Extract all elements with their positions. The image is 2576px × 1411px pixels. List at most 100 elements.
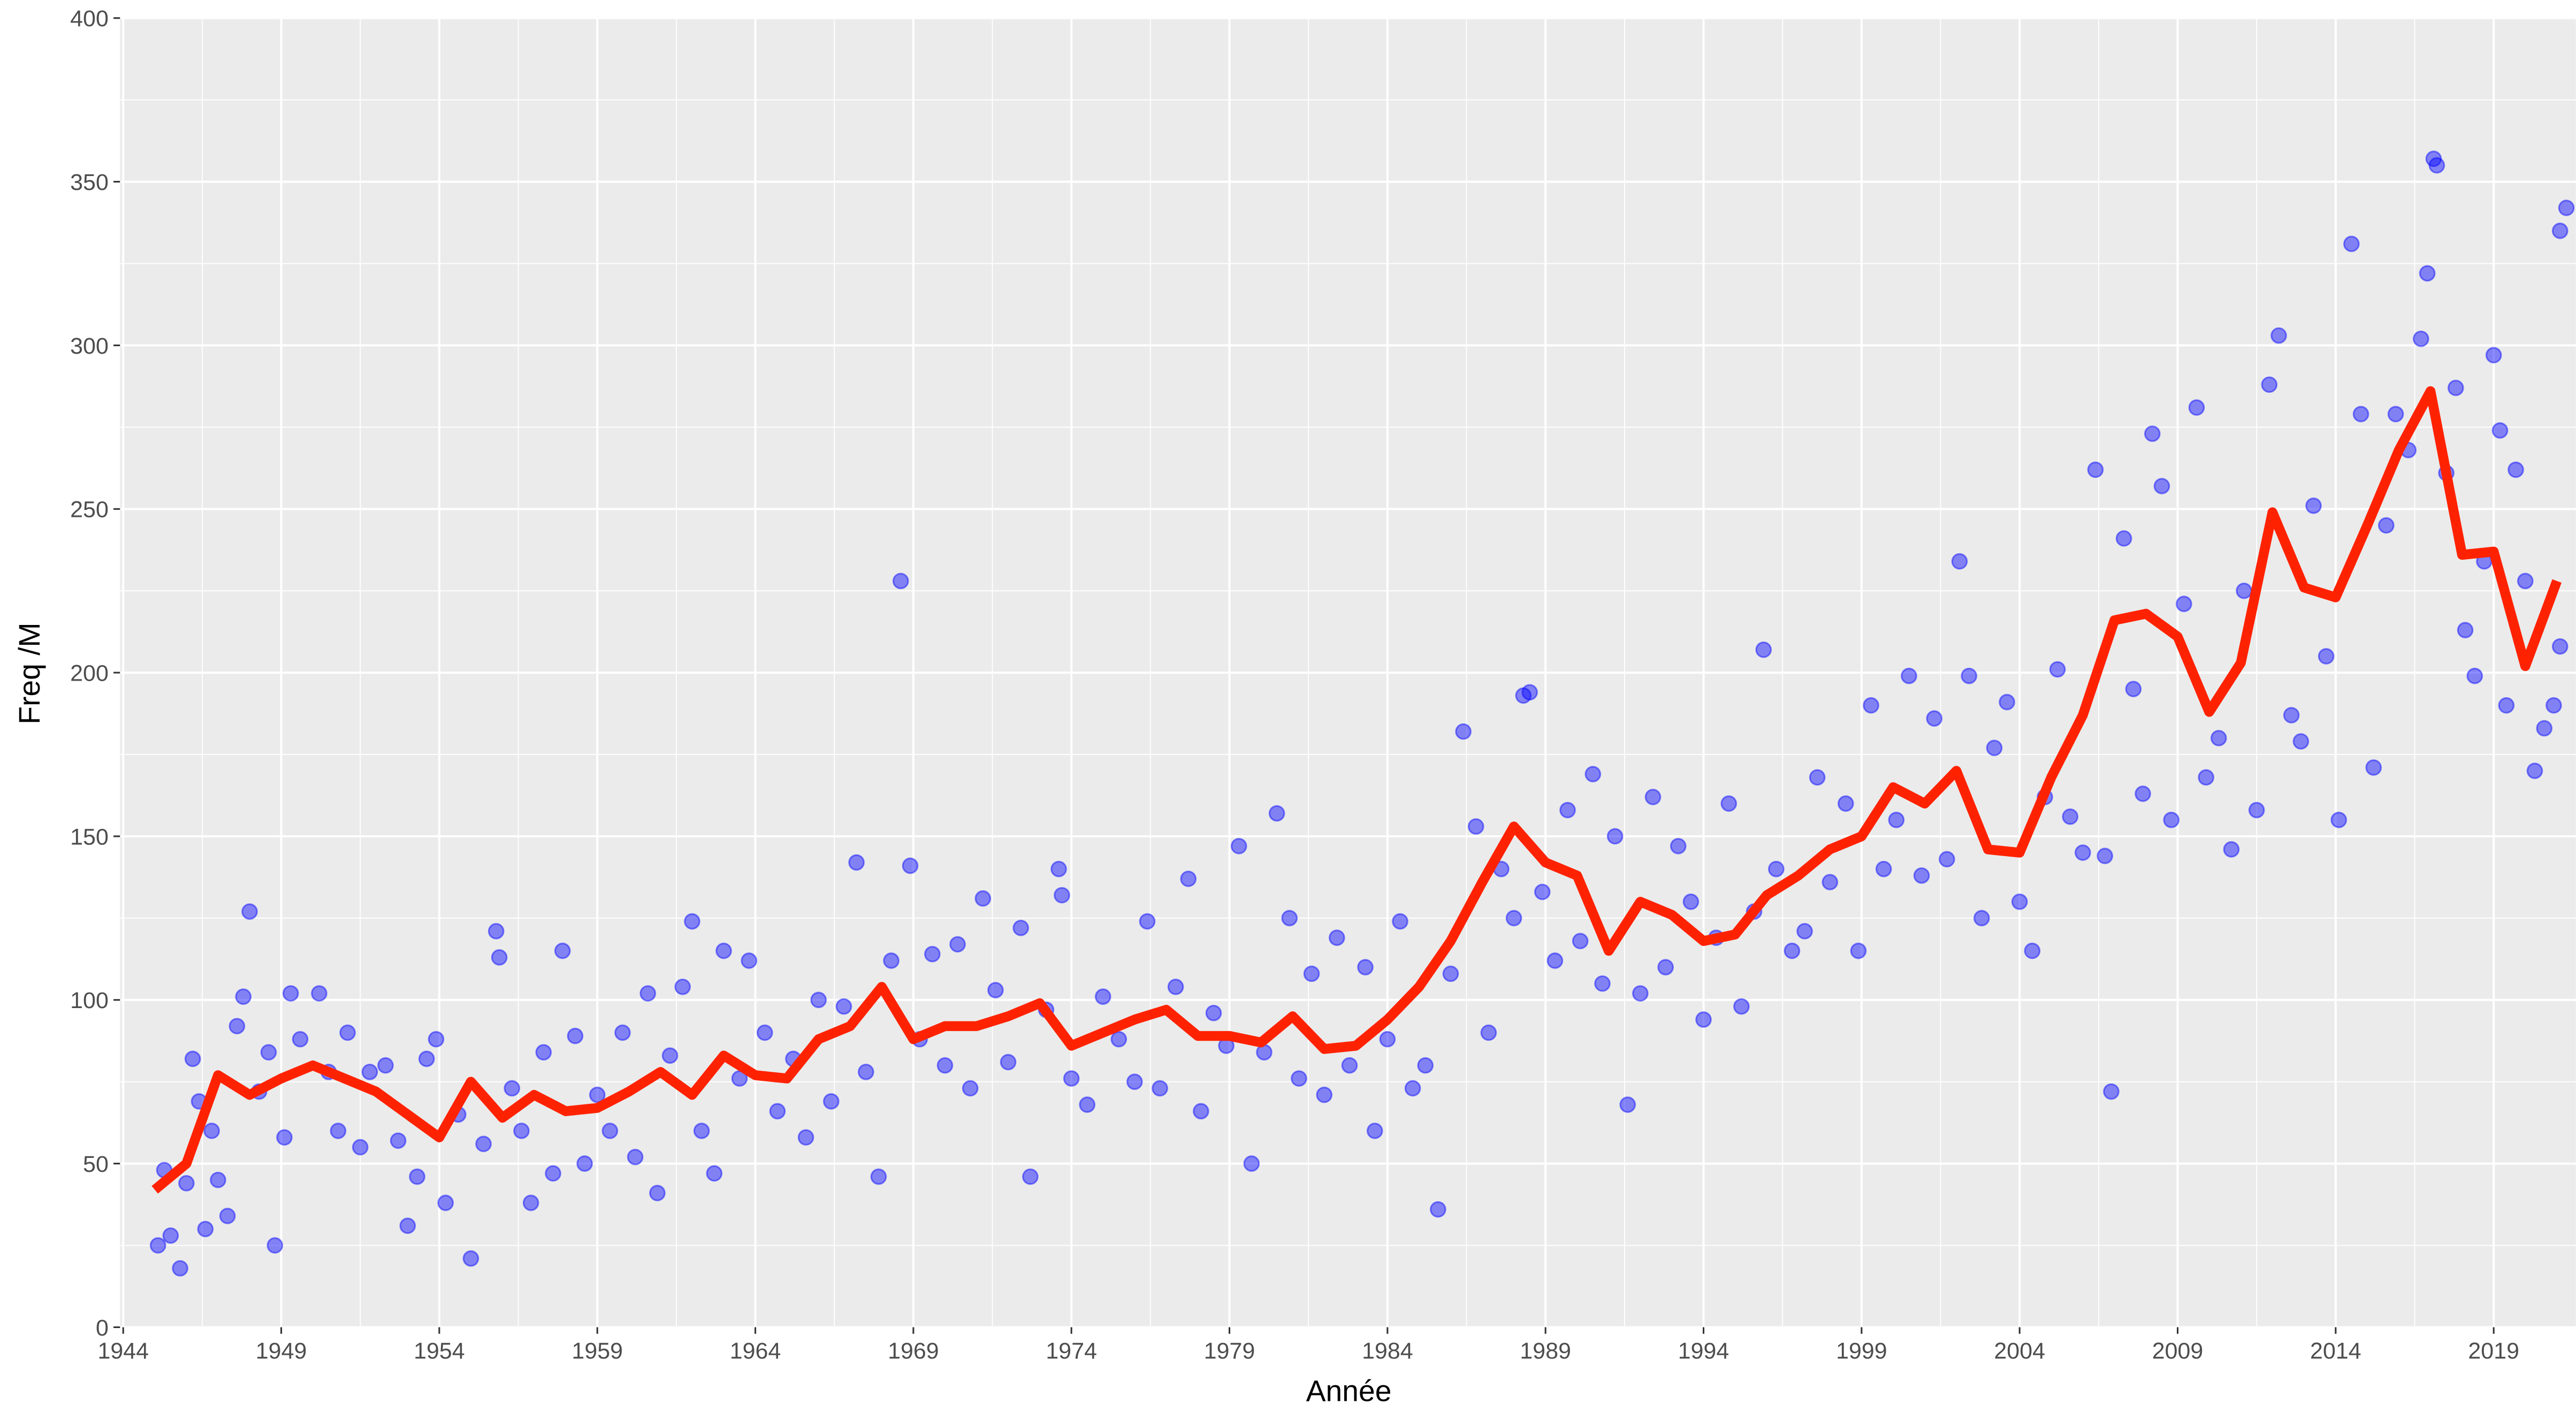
point (1126, 1073, 1143, 1090)
point (1594, 975, 1611, 992)
point (1559, 802, 1576, 819)
x-tick-label: 2019 (2468, 1338, 2519, 1364)
point (1670, 837, 1687, 855)
point (2419, 265, 2436, 282)
point (1110, 1031, 1127, 1048)
point (2270, 327, 2287, 344)
point (2144, 425, 2161, 442)
point (2261, 376, 2278, 393)
point (1139, 913, 1156, 930)
point (2236, 582, 2252, 599)
point (292, 1031, 309, 1048)
point (1205, 1004, 1222, 1021)
point (1546, 952, 1564, 969)
y-tick-label: 300 (70, 333, 109, 359)
point (1720, 795, 1737, 812)
point (649, 1185, 666, 1202)
point (352, 1139, 369, 1156)
point (1303, 965, 1320, 982)
point (857, 1063, 874, 1080)
point (1961, 667, 1978, 684)
point (1796, 922, 1813, 940)
point (2551, 638, 2569, 655)
point (741, 952, 758, 969)
point (1534, 883, 1551, 901)
point (2378, 517, 2395, 534)
point (2330, 812, 2348, 828)
point (522, 1194, 539, 1211)
x-tick-label: 2004 (1994, 1338, 2045, 1364)
x-axis-title: Année (1306, 1375, 1392, 1408)
point (330, 1123, 347, 1139)
point (1901, 667, 1917, 684)
point (1404, 1080, 1421, 1097)
point (962, 1080, 979, 1097)
point (210, 1171, 226, 1188)
point (1733, 998, 1750, 1015)
point (2087, 461, 2104, 478)
mean-line (151, 386, 2562, 1194)
point (1050, 860, 1067, 878)
point (1167, 978, 1184, 995)
point (1379, 1031, 1396, 1048)
point (260, 1044, 277, 1061)
point (266, 1237, 284, 1254)
point (487, 922, 505, 940)
point (2198, 769, 2215, 786)
point (1809, 769, 1826, 786)
point (1850, 942, 1867, 959)
point (2457, 622, 2474, 638)
point (184, 1050, 201, 1067)
point (2491, 422, 2509, 439)
point (1180, 871, 1197, 887)
point (2115, 530, 2132, 547)
point (1913, 867, 1930, 884)
x-tick-label: 1969 (888, 1338, 939, 1364)
point (2526, 762, 2543, 779)
point (1357, 959, 1374, 975)
point (1094, 988, 1111, 1005)
point (462, 1250, 479, 1267)
point (149, 1237, 166, 1254)
x-tick-label: 1989 (1520, 1338, 1571, 1364)
point (974, 890, 992, 907)
point (627, 1149, 644, 1165)
x-tick-label: 1999 (1836, 1338, 1887, 1364)
point (2175, 596, 2192, 613)
point (241, 903, 258, 920)
point (1054, 887, 1070, 904)
point (1366, 1123, 1383, 1139)
point (2024, 942, 2041, 959)
point (1515, 687, 1532, 704)
point (892, 573, 909, 590)
point (203, 1123, 220, 1139)
point (2292, 733, 2310, 750)
point (197, 1221, 214, 1238)
point (276, 1129, 293, 1146)
point (902, 857, 919, 874)
point (1430, 1201, 1446, 1218)
point (1329, 929, 1345, 946)
point (614, 1024, 631, 1041)
y-tick-label: 350 (70, 170, 109, 195)
point (1467, 818, 1484, 835)
point (513, 1123, 530, 1139)
point (377, 1057, 394, 1074)
y-tick-label: 400 (70, 6, 109, 32)
point (235, 988, 252, 1005)
point (576, 1155, 593, 1172)
point (1863, 697, 1879, 714)
point (162, 1227, 179, 1244)
point (2508, 461, 2524, 478)
point (589, 1086, 606, 1103)
point (2049, 661, 2066, 678)
point (1193, 1103, 1209, 1120)
point (2125, 681, 2142, 698)
point (339, 1024, 356, 1041)
point (2223, 841, 2240, 858)
point (822, 1093, 840, 1110)
point (390, 1132, 407, 1149)
point (228, 1018, 246, 1035)
point (491, 949, 508, 966)
point (987, 982, 1004, 998)
